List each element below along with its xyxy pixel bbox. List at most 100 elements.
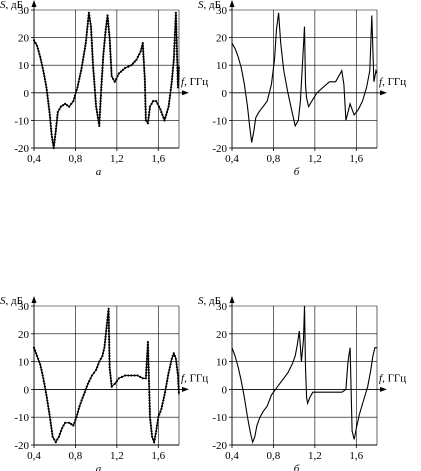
data-point	[47, 105, 50, 108]
data-point	[58, 432, 62, 435]
data-point	[53, 141, 56, 144]
data-point	[110, 380, 113, 383]
data-point	[108, 341, 111, 344]
chart-panel: 30 20 10 0 -10 -200,4 0,8 1,2 1,6 S, дБ f, ГГц б	[198, 295, 406, 471]
series-line	[231, 12, 378, 143]
panel-label: а	[96, 166, 102, 178]
y-tick-label: 10	[216, 60, 228, 72]
data-point	[148, 399, 151, 402]
y-tick-label: 20	[216, 329, 228, 341]
data-point	[103, 343, 106, 346]
data-point	[50, 430, 54, 433]
data-point	[51, 432, 54, 435]
data-point	[175, 53, 179, 56]
data-point	[142, 53, 145, 56]
data-point	[169, 91, 172, 94]
x-axis-label-symbol: f	[379, 372, 384, 384]
x-axis-label: f, ГГц	[181, 372, 208, 384]
data-point	[109, 55, 112, 59]
data-point	[98, 113, 101, 116]
data-point	[172, 64, 175, 67]
data-point	[52, 144, 56, 147]
data-point	[147, 357, 150, 360]
data-point	[48, 413, 51, 416]
data-point	[102, 47, 105, 50]
data-point	[98, 111, 102, 114]
series-line	[231, 305, 377, 445]
data-point	[103, 341, 107, 344]
y-tick-label: 20	[216, 33, 228, 45]
data-point	[147, 360, 150, 363]
data-point	[141, 42, 144, 45]
data-point	[107, 22, 110, 25]
data-point	[174, 357, 177, 360]
data-point	[45, 88, 48, 92]
data-point	[94, 97, 97, 100]
data-point	[66, 104, 69, 107]
data-point	[108, 343, 111, 346]
data-point	[175, 39, 178, 42]
data-point	[98, 360, 101, 363]
data-point	[94, 94, 97, 97]
data-point	[105, 22, 108, 25]
x-axis-label-unit: , ГГц	[184, 76, 208, 88]
y-tick-label: 0	[222, 384, 228, 396]
data-point	[154, 432, 157, 435]
x-tick-label: 1,6	[349, 450, 363, 462]
data-point	[150, 102, 153, 105]
data-point	[161, 402, 164, 405]
data-point	[91, 64, 95, 67]
x-tick-label: 1,2	[110, 153, 124, 165]
data-point	[99, 357, 102, 360]
data-point	[107, 324, 110, 327]
data-point	[60, 427, 64, 430]
data-point	[108, 360, 111, 363]
data-point	[103, 346, 106, 349]
data-point	[103, 42, 106, 45]
data-point	[157, 416, 160, 419]
data-point	[162, 396, 165, 399]
data-point	[104, 30, 107, 34]
data-point	[91, 61, 94, 64]
data-point	[144, 100, 147, 103]
data-point	[135, 58, 138, 61]
data-point	[144, 94, 147, 97]
data-point	[109, 374, 112, 377]
data-point	[47, 405, 50, 408]
data-point	[36, 354, 39, 358]
data-point	[91, 47, 94, 50]
y-tick-label: 20	[18, 33, 30, 45]
data-point	[85, 36, 88, 39]
data-point	[148, 405, 151, 408]
data-point	[109, 371, 112, 374]
y-tick-label: 0	[222, 88, 228, 100]
panel-label: а	[96, 463, 102, 471]
data-point	[149, 421, 152, 424]
data-point	[58, 108, 61, 111]
data-point	[153, 438, 156, 441]
y-axis-label: S, дБ	[198, 0, 221, 11]
data-point	[173, 47, 176, 50]
data-point	[39, 55, 42, 59]
data-point	[43, 75, 46, 78]
data-point	[39, 58, 42, 61]
data-point	[107, 327, 110, 330]
data-point	[175, 50, 179, 53]
data-point	[110, 75, 113, 78]
data-point	[46, 97, 49, 100]
data-point	[70, 423, 73, 426]
data-point	[45, 396, 49, 399]
data-point	[104, 28, 107, 31]
data-point	[40, 61, 43, 64]
data-point	[164, 388, 167, 391]
data-point	[142, 50, 145, 53]
data-point	[90, 374, 94, 377]
data-point	[55, 122, 58, 125]
data-point	[150, 430, 153, 433]
data-point	[108, 335, 111, 338]
y-tick-label: -10	[212, 412, 227, 424]
data-point	[108, 368, 111, 371]
data-point	[172, 55, 175, 59]
data-point	[50, 127, 53, 130]
y-tick-label: -20	[212, 440, 227, 452]
